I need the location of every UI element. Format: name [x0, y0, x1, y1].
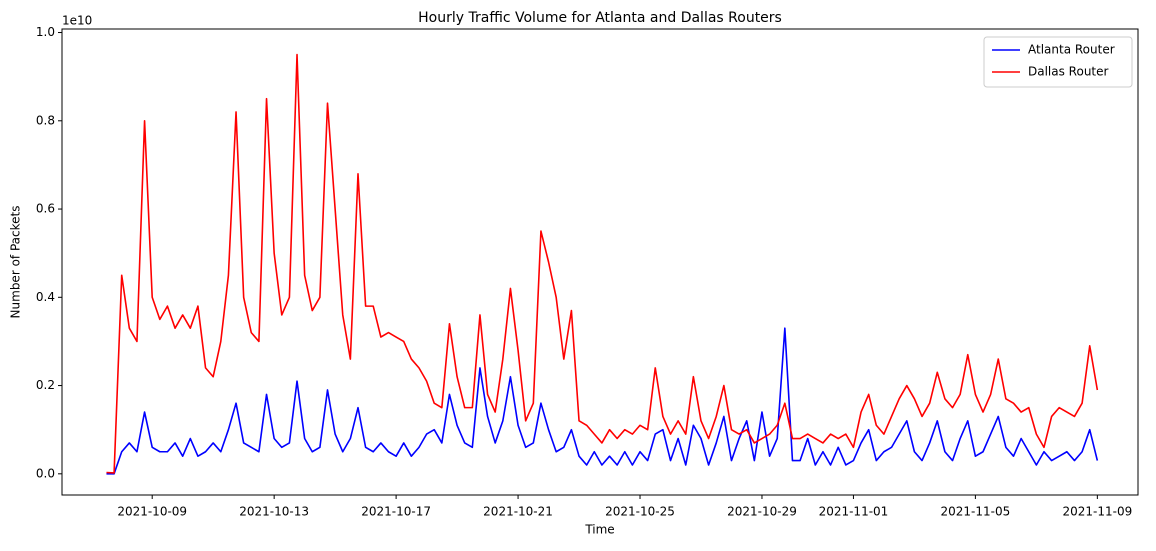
- legend-box: [983, 36, 1133, 88]
- y-offset-label: 1e10: [62, 14, 92, 28]
- legend: Atlanta Router Dallas Router: [983, 36, 1133, 88]
- x-tick-label: 2021-10-21: [483, 505, 553, 519]
- x-tick-label: 2021-11-09: [1062, 505, 1132, 519]
- x-tick-label: 2021-11-05: [941, 505, 1011, 519]
- y-tick-label: 0.0: [36, 466, 55, 480]
- plot-frame: [61, 28, 1139, 496]
- legend-label: Atlanta Router: [1028, 43, 1115, 57]
- series-line: [106, 327, 1099, 475]
- y-tick-label: 1.0: [36, 25, 55, 39]
- x-tick-label: 2021-10-17: [361, 505, 431, 519]
- x-axis-label: Time: [584, 523, 614, 537]
- x-tick-label: 2021-11-01: [819, 505, 889, 519]
- y-tick-label: 0.4: [36, 290, 55, 304]
- legend-label: Dallas Router: [1028, 65, 1109, 79]
- y-tick-label: 0.8: [36, 113, 55, 127]
- y-tick-label: 0.6: [36, 202, 55, 216]
- x-tick-label: 2021-10-25: [605, 505, 675, 519]
- y-axis-label: Number of Packets: [9, 206, 23, 319]
- x-tick-label: 2021-10-09: [117, 505, 187, 519]
- x-tick-label: 2021-10-29: [727, 505, 797, 519]
- series-line: [106, 53, 1099, 474]
- y-tick-label: 0.2: [36, 378, 55, 392]
- chart-title: Hourly Traffic Volume for Atlanta and Da…: [418, 10, 782, 26]
- x-tick-label: 2021-10-13: [239, 505, 309, 519]
